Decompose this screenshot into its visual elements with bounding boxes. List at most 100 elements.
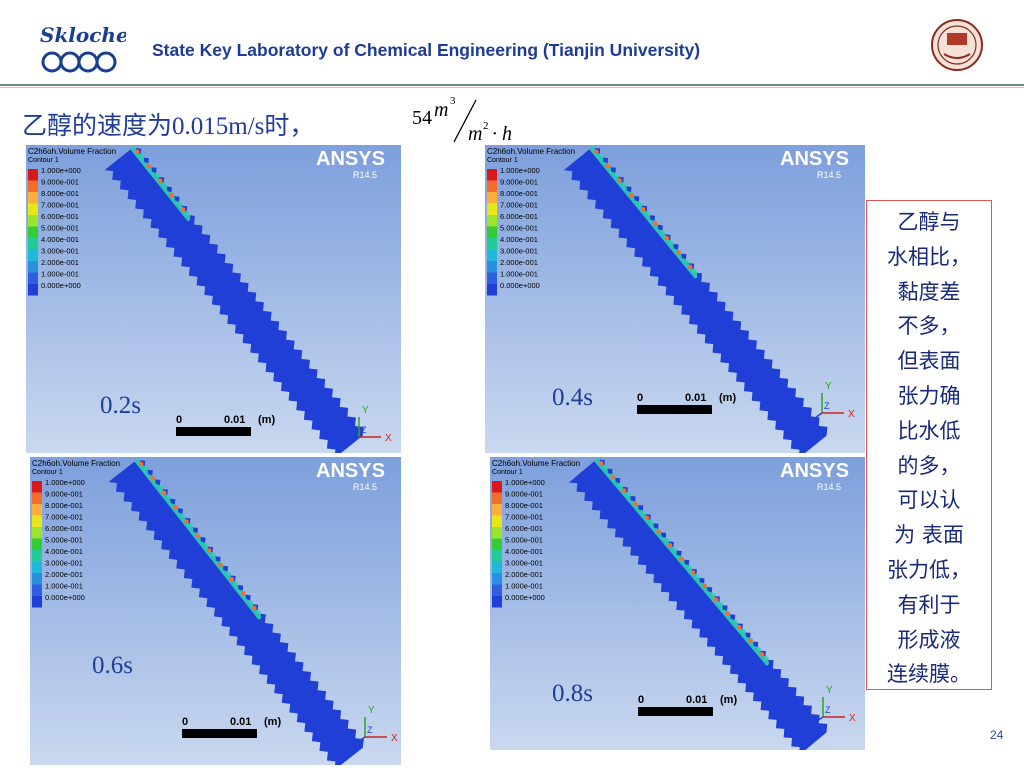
formula-den-tail: · h <box>492 123 512 144</box>
film-peak <box>688 264 693 270</box>
legend-swatch <box>492 504 502 516</box>
legend-label: 1.000e+000 <box>45 478 85 487</box>
legend-label: 3.000e-001 <box>500 247 538 256</box>
liquid-film <box>594 457 769 667</box>
ansys-logo: ANSYS <box>780 148 849 170</box>
film-peak <box>139 461 144 467</box>
legend-label: 8.000e-001 <box>45 501 83 510</box>
formula-num: m <box>434 99 448 121</box>
scale-bar <box>637 405 712 414</box>
ansys-version: R14.5 <box>817 170 841 180</box>
legend-swatch <box>28 169 38 181</box>
film-peak <box>161 490 167 495</box>
legend-label: 1.000e-001 <box>41 270 79 279</box>
film-peak <box>679 556 684 561</box>
legend-swatch <box>487 169 497 181</box>
time-label: 0.4s <box>552 384 593 411</box>
film-peak <box>621 488 627 493</box>
legend-label: 7.000e-001 <box>45 513 83 522</box>
legend-swatch <box>492 596 502 608</box>
scale-value: 0.01 <box>686 694 707 706</box>
legend-label: 1.000e-001 <box>45 582 83 591</box>
legend-swatch <box>487 192 497 204</box>
legend-swatch <box>32 596 42 608</box>
axis-z-line <box>358 736 366 742</box>
channel-domain <box>108 459 364 765</box>
cfd-panel-0.8s: C2h6oh.Volume Fraction Contour 1 1.000e+00… <box>490 457 865 750</box>
legend-title: C2h6oh.Volume Fraction <box>32 459 120 468</box>
scale-zero: 0 <box>182 716 188 728</box>
legend-swatch <box>487 180 497 192</box>
legend-label: 0.000e+000 <box>41 281 81 290</box>
legend-swatch <box>32 481 42 493</box>
legend-label: 8.000e-001 <box>41 189 79 198</box>
page-number: 24 <box>990 728 1004 742</box>
ansys-version: R14.5 <box>817 482 841 492</box>
scale-bar <box>176 427 251 436</box>
axis-x-label: X <box>391 733 398 744</box>
lab-title: State Key Laboratory of Chemical Enginee… <box>152 40 701 60</box>
scale-value: 0.01 <box>224 414 245 426</box>
film-peak <box>644 515 650 521</box>
legend-swatch <box>492 515 502 527</box>
scale-zero: 0 <box>637 392 643 404</box>
legend-swatch <box>487 272 497 284</box>
header-divider-thin <box>0 87 1024 88</box>
legend-label: 0.000e+000 <box>45 593 85 602</box>
scale-value: 0.01 <box>230 716 251 728</box>
legend-swatch <box>487 261 497 273</box>
comparison-note: 乙醇与 水相比， 黏度差 不多， 但表面 张力确 比水低 的多， 可以认 为 表… <box>866 200 992 690</box>
flux-formula: 54 m 3 m 2 · h <box>410 92 530 145</box>
axis-y-label: Y <box>362 405 369 416</box>
legend-swatch <box>28 180 38 192</box>
film-peak <box>206 548 212 553</box>
legend-swatch <box>32 515 42 527</box>
film-peak <box>146 164 152 169</box>
legend-title: C2h6oh.Volume Fraction <box>28 147 116 156</box>
film-peak <box>610 474 615 480</box>
legend-label: 8.000e-001 <box>505 501 543 510</box>
logo-wordmark: Skloche <box>40 23 126 47</box>
film-peak <box>759 652 765 657</box>
legend-swatch <box>492 481 502 493</box>
film-peak <box>748 638 753 643</box>
time-label: 0.8s <box>552 680 593 707</box>
film-peak <box>184 519 189 524</box>
legend-label: 9.000e-001 <box>45 490 83 499</box>
legend-swatch <box>487 215 497 227</box>
legend-label: 3.000e-001 <box>45 559 83 568</box>
legend-label: 5.000e-001 <box>505 536 543 545</box>
legend-label: 1.000e-001 <box>500 270 538 279</box>
legend-swatch <box>487 249 497 261</box>
legend-label: 9.000e-001 <box>41 178 79 187</box>
formula-den: m <box>468 123 482 144</box>
liquid-film <box>589 145 698 280</box>
axis-z-label: Z <box>367 725 373 735</box>
scale-bar <box>638 707 713 716</box>
scale-unit: (m) <box>258 414 275 426</box>
legend-label: 9.000e-001 <box>505 490 543 499</box>
legend-contour: Contour 1 <box>32 469 63 476</box>
legend-contour: Contour 1 <box>28 157 59 164</box>
legend-label: 7.000e-001 <box>41 201 79 210</box>
film-peak <box>676 250 681 255</box>
legend-label: 9.000e-001 <box>500 178 538 187</box>
time-label: 0.6s <box>92 652 133 679</box>
legend-label: 0.000e+000 <box>505 593 545 602</box>
legend-label: 1.000e+000 <box>505 478 545 487</box>
scale-value: 0.01 <box>685 392 706 404</box>
film-peak <box>218 562 223 567</box>
scale-bar <box>182 729 257 738</box>
cfd-panel-0.4s: C2h6oh.Volume Fraction Contour 1 1.000e+00… <box>485 145 865 453</box>
legend-swatch <box>32 492 42 504</box>
film-peak <box>629 192 634 198</box>
legend-swatch <box>492 550 502 562</box>
film-peak <box>598 461 604 466</box>
legend-swatch <box>487 226 497 238</box>
legend-swatch <box>492 527 502 539</box>
film-peak <box>633 501 638 507</box>
film-peak <box>736 624 742 630</box>
film-peak <box>150 476 155 481</box>
axis-x-label: X <box>849 713 856 724</box>
scale-zero: 0 <box>638 694 644 706</box>
